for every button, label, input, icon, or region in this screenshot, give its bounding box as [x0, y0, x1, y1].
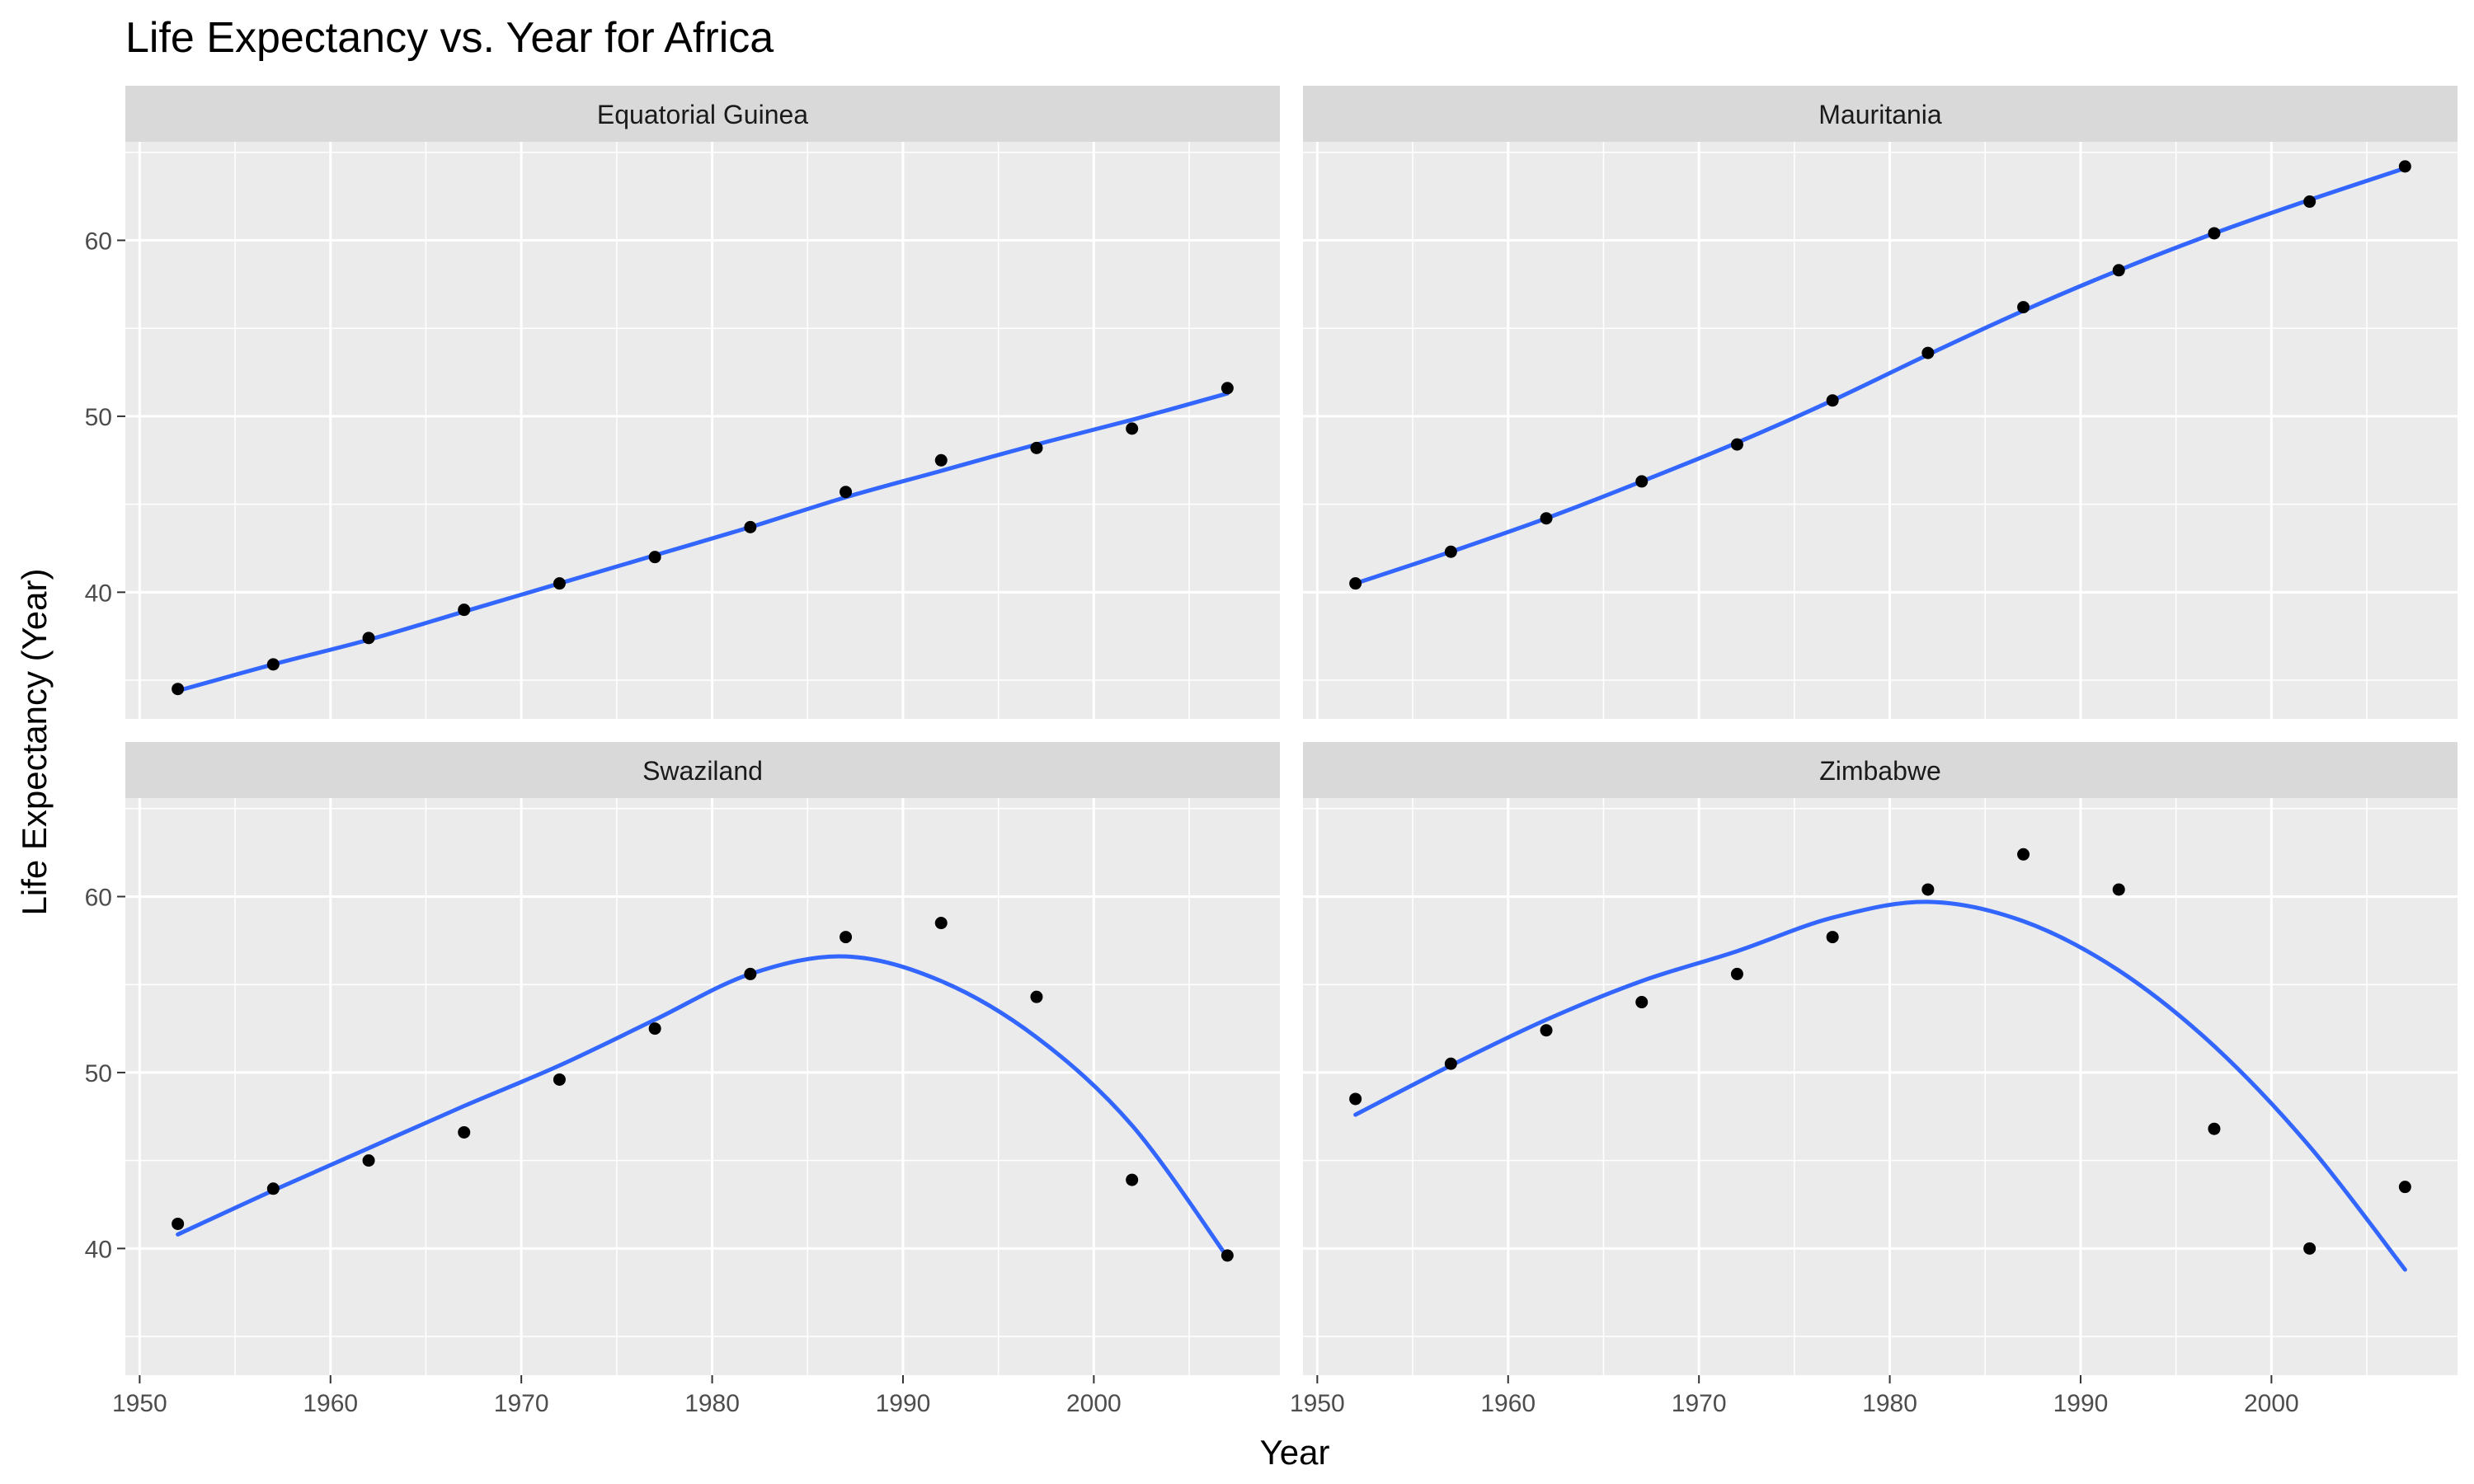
- facet-label-zimbabwe: Zimbabwe: [1819, 756, 1941, 786]
- y-tick-label: 40: [85, 580, 112, 607]
- data-point-mauritania: [1635, 475, 1649, 488]
- facet-strip-equatorial-guinea: [125, 86, 1280, 142]
- y-tick-label: 40: [85, 1236, 112, 1263]
- data-point-zimbabwe: [1635, 996, 1649, 1009]
- data-point-mauritania: [2303, 195, 2316, 209]
- x-tick-label: 1970: [494, 1390, 549, 1417]
- data-point-zimbabwe: [2112, 883, 2125, 896]
- smooth-line-equatorial-guinea: [176, 391, 1230, 693]
- y-tick-label: 60: [85, 228, 112, 256]
- data-point-mauritania: [1826, 394, 1839, 407]
- x-tick-label: 1960: [1480, 1390, 1536, 1417]
- data-point-swaziland: [1126, 1173, 1139, 1186]
- data-point-zimbabwe: [1540, 1024, 1553, 1037]
- data-point-zimbabwe: [2208, 1122, 2221, 1135]
- data-point-equatorial-guinea: [744, 520, 757, 533]
- data-point-equatorial-guinea: [1221, 382, 1234, 395]
- data-point-swaziland: [266, 1182, 280, 1195]
- data-point-equatorial-guinea: [362, 632, 375, 645]
- data-point-zimbabwe: [2303, 1242, 2316, 1255]
- data-point-equatorial-guinea: [934, 453, 948, 467]
- data-point-zimbabwe: [1921, 883, 1935, 896]
- x-tick-label: 1960: [303, 1390, 358, 1417]
- data-point-equatorial-guinea: [266, 658, 280, 671]
- y-tick-label: 50: [85, 1060, 112, 1087]
- facet-label-equatorial-guinea: Equatorial Guinea: [597, 100, 808, 129]
- y-axis-title: Life Expectancy (Year): [15, 568, 54, 916]
- data-point-zimbabwe: [1349, 1092, 1362, 1106]
- facet-strip-zimbabwe: [1303, 742, 2458, 798]
- smooth-line-swaziland: [176, 954, 1230, 1260]
- data-point-zimbabwe: [2017, 848, 2030, 861]
- data-point-equatorial-guinea: [648, 551, 661, 564]
- data-point-mauritania: [2398, 160, 2411, 173]
- data-point-equatorial-guinea: [1126, 422, 1139, 435]
- data-point-mauritania: [2017, 301, 2030, 314]
- panel-background-swaziland: [125, 798, 1280, 1375]
- data-point-equatorial-guinea: [553, 577, 566, 590]
- data-point-mauritania: [1349, 577, 1362, 590]
- x-tick-label: 1990: [2053, 1390, 2109, 1417]
- data-point-equatorial-guinea: [458, 603, 471, 617]
- facet-strip-swaziland: [125, 742, 1280, 798]
- data-point-swaziland: [1030, 990, 1043, 1003]
- data-point-swaziland: [744, 967, 757, 980]
- data-point-mauritania: [1444, 545, 1457, 558]
- data-point-mauritania: [1921, 346, 1935, 359]
- x-tick-label: 1980: [1862, 1390, 1917, 1417]
- data-point-equatorial-guinea: [172, 683, 185, 696]
- smooth-line-mauritania: [1353, 166, 2407, 586]
- data-point-zimbabwe: [2398, 1181, 2411, 1194]
- x-tick-label: 1950: [1290, 1390, 1345, 1417]
- panel-background-mauritania: [1303, 142, 2458, 719]
- y-tick-label: 60: [85, 885, 112, 912]
- x-tick-label: 1980: [684, 1390, 740, 1417]
- x-tick-label: 2000: [2244, 1390, 2299, 1417]
- data-point-swaziland: [362, 1154, 375, 1167]
- data-point-zimbabwe: [1730, 967, 1743, 980]
- facet-label-swaziland: Swaziland: [642, 756, 763, 786]
- data-point-swaziland: [1221, 1249, 1234, 1262]
- data-point-swaziland: [553, 1073, 566, 1086]
- data-point-mauritania: [1540, 512, 1553, 525]
- chart-title: Life Expectancy vs. Year for Africa: [125, 14, 774, 62]
- y-tick-label: 50: [85, 404, 112, 431]
- data-point-swaziland: [934, 917, 948, 930]
- x-tick-label: 1950: [112, 1390, 167, 1417]
- data-point-swaziland: [648, 1022, 661, 1036]
- data-point-swaziland: [840, 931, 853, 944]
- facet-label-mauritania: Mauritania: [1818, 100, 1942, 129]
- data-point-mauritania: [1730, 438, 1743, 451]
- data-point-zimbabwe: [1444, 1057, 1457, 1070]
- smooth-line-zimbabwe: [1353, 899, 2407, 1272]
- x-tick-label: 2000: [1066, 1390, 1122, 1417]
- data-point-mauritania: [2112, 264, 2125, 277]
- data-point-swaziland: [172, 1217, 185, 1230]
- panel-background-equatorial-guinea: [125, 142, 1280, 719]
- data-point-swaziland: [458, 1125, 471, 1139]
- x-tick-label: 1970: [1672, 1390, 1727, 1417]
- data-point-mauritania: [2208, 227, 2221, 240]
- data-point-equatorial-guinea: [1030, 441, 1043, 454]
- x-tick-label: 1990: [876, 1390, 931, 1417]
- x-axis-title: Year: [1259, 1433, 1330, 1472]
- panel-background-zimbabwe: [1303, 798, 2458, 1375]
- data-point-zimbabwe: [1826, 931, 1839, 944]
- facet-strip-mauritania: [1303, 86, 2458, 142]
- data-point-equatorial-guinea: [840, 486, 853, 499]
